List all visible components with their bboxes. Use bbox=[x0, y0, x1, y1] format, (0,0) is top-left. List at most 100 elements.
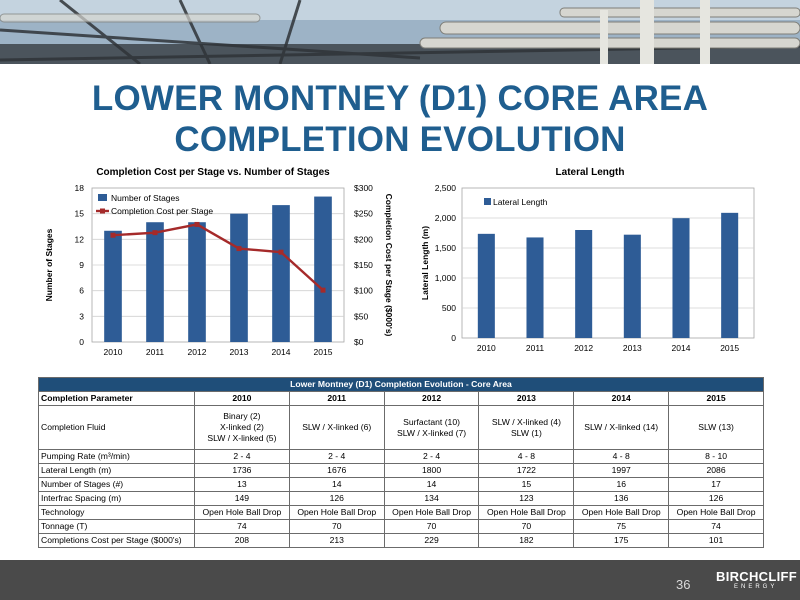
logo-sub-text: ENERGY bbox=[734, 584, 778, 590]
table-cell: Open Hole Ball Drop bbox=[668, 505, 764, 520]
legend-marker-cost bbox=[100, 208, 105, 214]
table-header-cell: 2015 bbox=[668, 391, 764, 406]
table-title: Lower Montney (D1) Completion Evolution … bbox=[38, 377, 764, 392]
page-number: 36 bbox=[676, 577, 691, 592]
legend-label-cost: Completion Cost per Stage bbox=[111, 206, 213, 216]
y2-tick-label: $150 bbox=[354, 260, 373, 270]
y-tick-label: 0 bbox=[79, 337, 84, 347]
table-row-label: Pumping Rate (m³/min) bbox=[38, 449, 195, 464]
table-cell: 2086 bbox=[668, 463, 764, 478]
y-tick-label: 1,500 bbox=[435, 243, 457, 253]
table-cell: Open Hole Ball Drop bbox=[573, 505, 670, 520]
table-cell: 2 - 4 bbox=[194, 449, 290, 464]
y-axis-label: Lateral Length (m) bbox=[420, 226, 430, 300]
point-cost bbox=[278, 249, 284, 255]
table-cell: 136 bbox=[573, 491, 670, 506]
y-tick-label: 0 bbox=[451, 333, 456, 343]
table-header-cell: 2013 bbox=[478, 391, 575, 406]
table-cell: Binary (2) X-linked (2) SLW / X-linked (5) bbox=[194, 405, 290, 450]
table-cell: 1722 bbox=[478, 463, 575, 478]
table-row-label: Interfrac Spacing (m) bbox=[38, 491, 195, 506]
y2-tick-label: $250 bbox=[354, 209, 373, 219]
y-tick-label: 500 bbox=[442, 303, 456, 313]
bar-stages bbox=[188, 222, 206, 342]
point-cost bbox=[110, 232, 116, 238]
series-line-cost bbox=[112, 223, 324, 292]
table-cell: 101 bbox=[668, 533, 764, 548]
x-tick-label: 2015 bbox=[720, 343, 739, 353]
table-header-row: Completion Parameter 2010 2011 2012 2013… bbox=[38, 391, 764, 406]
logo-main-text: BIRCHCLIFF bbox=[716, 569, 797, 584]
x-tick-label: 2015 bbox=[314, 347, 333, 357]
bar-stages bbox=[146, 222, 164, 342]
table-cell: 1800 bbox=[383, 463, 480, 478]
x-tick-label: 2014 bbox=[672, 343, 691, 353]
y-tick-label: 18 bbox=[75, 183, 85, 193]
footer-bar bbox=[0, 560, 800, 600]
table-cell: 208 bbox=[194, 533, 290, 548]
table-cell: 126 bbox=[668, 491, 764, 506]
table-cell: 74 bbox=[668, 519, 764, 534]
table-cell: 149 bbox=[194, 491, 290, 506]
legend-label-stages: Number of Stages bbox=[111, 193, 180, 203]
table-cell: 229 bbox=[383, 533, 480, 548]
point-cost bbox=[236, 246, 242, 252]
table-cell: 70 bbox=[478, 519, 575, 534]
table-row: Lateral Length (m) 1736 1676 1800 1722 1997 20… bbox=[38, 463, 764, 478]
table-header-cell: 2011 bbox=[288, 391, 385, 406]
table-cell: 134 bbox=[383, 491, 480, 506]
table-cell: 17 bbox=[668, 477, 764, 492]
table-row: Interfrac Spacing (m) 149 126 134 123 136 126 bbox=[38, 491, 764, 506]
page-title: LOWER MONTNEY (D1) CORE AREA COMPLETION … bbox=[0, 78, 800, 160]
table-cell: 175 bbox=[573, 533, 670, 548]
table-cell: 70 bbox=[288, 519, 385, 534]
y2-tick-label: $200 bbox=[354, 234, 373, 244]
table-row-label: Technology bbox=[38, 505, 195, 520]
table-cell: 15 bbox=[478, 477, 575, 492]
x-tick-label: 2010 bbox=[104, 347, 123, 357]
table-cell: 70 bbox=[383, 519, 480, 534]
y-tick-label: 3 bbox=[79, 311, 84, 321]
bar-lateral-length bbox=[526, 237, 544, 338]
table-cell: SLW / X-linked (6) bbox=[288, 405, 385, 450]
table-header-cell: 2014 bbox=[573, 391, 670, 406]
bar-lateral-length bbox=[575, 230, 593, 338]
bar-stages bbox=[314, 196, 332, 342]
table-cell: 182 bbox=[478, 533, 575, 548]
bar-lateral-length bbox=[672, 218, 690, 338]
table-cell: 2 - 4 bbox=[288, 449, 385, 464]
y2-tick-label: $50 bbox=[354, 311, 368, 321]
table-cell: 4 - 8 bbox=[478, 449, 575, 464]
y2-axis-label: Completion Cost per Stage ($000's) bbox=[384, 194, 394, 337]
y-tick-label: 2,500 bbox=[435, 183, 457, 193]
y2-tick-label: $0 bbox=[354, 337, 364, 347]
point-cost bbox=[152, 230, 158, 236]
table-row-label: Tonnage (T) bbox=[38, 519, 195, 534]
y-axis-label: Number of Stages bbox=[44, 228, 54, 301]
table-row-label: Number of Stages (#) bbox=[38, 477, 195, 492]
table-cell: SLW / X-linked (4) SLW (1) bbox=[478, 405, 575, 450]
x-tick-label: 2013 bbox=[230, 347, 249, 357]
table-header-cell: 2010 bbox=[194, 391, 290, 406]
legend-swatch-stages bbox=[98, 194, 107, 201]
table-cell: 74 bbox=[194, 519, 290, 534]
chart1-title: Completion Cost per Stage vs. Number of … bbox=[96, 167, 330, 178]
y-tick-label: 2,000 bbox=[435, 213, 457, 223]
plot-area bbox=[461, 187, 755, 339]
table-cell: 8 - 10 bbox=[668, 449, 764, 464]
page-title-line1: LOWER MONTNEY (D1) CORE AREA bbox=[91, 79, 709, 118]
x-tick-label: 2011 bbox=[526, 343, 545, 353]
table-cell: 1676 bbox=[288, 463, 385, 478]
point-cost bbox=[194, 221, 200, 227]
completion-table: Lower Montney (D1) Completion Evolution … bbox=[38, 377, 764, 548]
table-cell: 75 bbox=[573, 519, 670, 534]
stages-cost-chart: 0 3 6 9 12 15 18 $0 $50 $100 $150 $200 $250 $300 2010 2… bbox=[44, 183, 394, 357]
table-header-cell: 2012 bbox=[383, 391, 480, 406]
table-cell: 126 bbox=[288, 491, 385, 506]
table-cell: SLW / X-linked (14) bbox=[573, 405, 670, 450]
table-cell: 2 - 4 bbox=[383, 449, 480, 464]
y-tick-label: 12 bbox=[75, 234, 85, 244]
header-photo bbox=[0, 0, 800, 64]
table-row-label: Lateral Length (m) bbox=[38, 463, 195, 478]
y-tick-label: 15 bbox=[75, 209, 85, 219]
